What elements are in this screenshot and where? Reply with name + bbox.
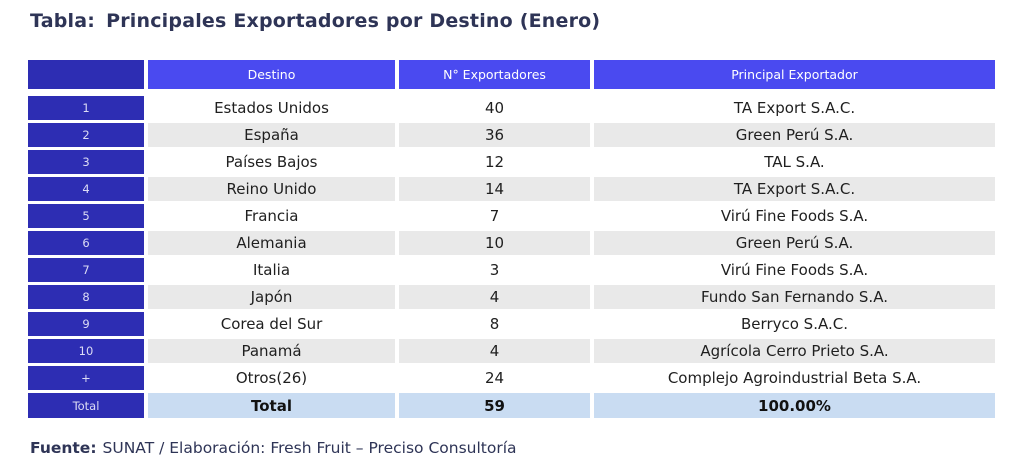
exportadores-cell: 4 [399,285,590,309]
destino-header-cell: Destino [148,60,395,89]
rank-cell: 7 [28,258,144,282]
table-row: + Otros(26) 24 Complejo Agroindustrial Beta… [28,366,995,390]
exportadores-header-cell: N° Exportadores [399,60,590,89]
rank-cell: 3 [28,150,144,174]
rank-cell: 6 [28,231,144,255]
rank-cell: 5 [28,204,144,228]
title-text: Principales Exportadores por Destino (En… [106,10,601,32]
rank-cell: 8 [28,285,144,309]
table-body: 1 Estados Unidos 40 TA Export S.A.C. 2 España… [28,96,995,390]
rank-cell: 2 [28,123,144,147]
destino-cell: Alemania [148,231,395,255]
table-row: 7 Italia 3 Virú Fine Foods S.A. [28,258,995,282]
exportadores-cell: 24 [484,369,505,387]
page-title: Tabla: Principales Exportadores por Desti… [30,10,600,32]
destino-cell: Países Bajos [225,153,318,171]
principal-cell: Fundo San Fernando S.A. [594,285,995,309]
destino-cell: Estados Unidos [214,99,329,117]
table-row: 9 Corea del Sur 8 Berryco S.A.C. [28,312,995,336]
exportadores-cell: 59 [399,393,590,418]
source-text: SUNAT / Elaboración: Fresh Fruit – Preci… [102,439,517,457]
rank-header-cell [28,60,144,89]
principal-cell: Virú Fine Foods S.A. [720,207,869,225]
table-row: 8 Japón 4 Fundo San Fernando S.A. [28,285,995,309]
rank-cell: Total [28,393,144,418]
source-line: Fuente: SUNAT / Elaboración: Fresh Fruit … [30,439,517,457]
table-row: 2 España 36 Green Perú S.A. [28,123,995,147]
table-row: 4 Reino Unido 14 TA Export S.A.C. [28,177,995,201]
exportadores-cell: 14 [399,177,590,201]
rank-cell: 1 [28,96,144,120]
destino-cell: Reino Unido [148,177,395,201]
principal-cell: Berryco S.A.C. [741,315,848,333]
destino-cell: Total [148,393,395,418]
exporters-table: Destino N° Exportadores Principal Export… [28,60,995,421]
table-row: 1 Estados Unidos 40 TA Export S.A.C. [28,96,995,120]
destino-cell: España [148,123,395,147]
principal-cell: TAL S.A. [764,153,825,171]
exportadores-cell: 12 [484,153,505,171]
principal-cell: Green Perú S.A. [594,123,995,147]
exportadores-cell: 4 [399,339,590,363]
rank-cell: 10 [28,339,144,363]
table-row: 3 Países Bajos 12 TAL S.A. [28,150,995,174]
exportadores-cell: 3 [489,261,500,279]
principal-cell: 100.00% [594,393,995,418]
destino-cell: Japón [148,285,395,309]
table-row: 5 Francia 7 Virú Fine Foods S.A. [28,204,995,228]
destino-cell: Corea del Sur [220,315,323,333]
exportadores-cell: 8 [489,315,500,333]
table-total-row: Total Total 59 100.00% [28,393,995,418]
rank-cell: + [28,366,144,390]
destino-cell: Otros(26) [235,369,308,387]
rank-cell: 9 [28,312,144,336]
principal-cell: Green Perú S.A. [594,231,995,255]
source-label: Fuente: [30,439,97,457]
exportadores-cell: 10 [399,231,590,255]
principal-cell: Virú Fine Foods S.A. [720,261,869,279]
table-header-row: Destino N° Exportadores Principal Export… [28,60,995,89]
rank-cell: 4 [28,177,144,201]
table-row: 10 Panamá 4 Agrícola Cerro Prieto S.A. [28,339,995,363]
title-label: Tabla: [30,10,96,32]
principal-cell: Agrícola Cerro Prieto S.A. [594,339,995,363]
principal-cell: TA Export S.A.C. [594,177,995,201]
principal-cell: TA Export S.A.C. [733,99,856,117]
table-row: 6 Alemania 10 Green Perú S.A. [28,231,995,255]
destino-cell: Francia [244,207,299,225]
destino-cell: Italia [252,261,291,279]
exportadores-cell: 36 [399,123,590,147]
exportadores-cell: 40 [484,99,505,117]
exportadores-cell: 7 [489,207,500,225]
destino-cell: Panamá [148,339,395,363]
principal-header-cell: Principal Exportador [594,60,995,89]
principal-cell: Complejo Agroindustrial Beta S.A. [667,369,922,387]
